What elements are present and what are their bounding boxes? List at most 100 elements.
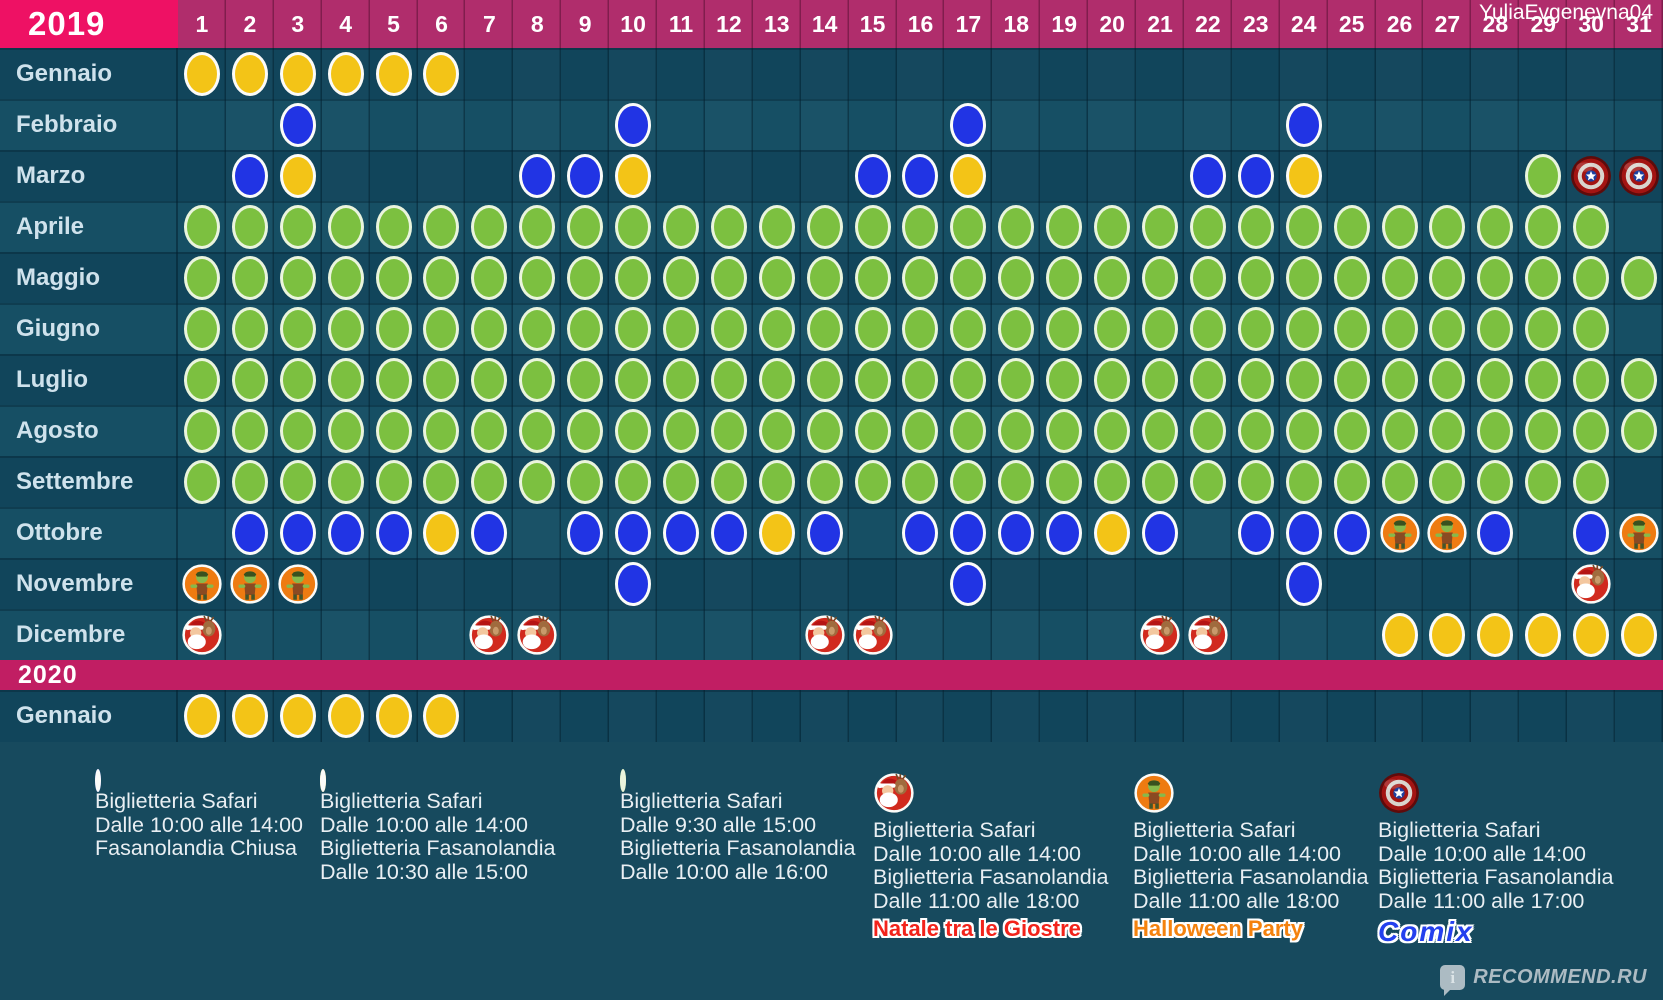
day-cell [705, 99, 753, 150]
blue-dot [615, 510, 652, 555]
day-cell [657, 99, 705, 150]
day-cell [1328, 252, 1376, 303]
day-cell [513, 150, 561, 201]
day-cell [322, 303, 370, 354]
day-cell [370, 252, 418, 303]
day-cell [1040, 690, 1088, 742]
santa-icon [516, 614, 558, 656]
comix-shield-icon [1378, 773, 1420, 818]
day-header: 19 [1040, 0, 1089, 48]
day-cell [992, 150, 1040, 201]
day-cell [944, 99, 992, 150]
day-cell [370, 354, 418, 405]
day-cell [370, 690, 418, 742]
day-cell [1376, 252, 1424, 303]
day-cell [1471, 150, 1519, 201]
day-header: 30 [1567, 0, 1616, 48]
month-label: Giugno [0, 303, 178, 354]
day-cell [513, 507, 561, 558]
day-cell [1232, 405, 1280, 456]
legend-item-halloween: Biglietteria Safari Dalle 10:00 alle 14:0… [1133, 772, 1368, 942]
day-cell [1328, 609, 1376, 660]
green-dot [806, 357, 843, 402]
green-dot [1477, 255, 1514, 300]
day-cell [1088, 201, 1136, 252]
day-cell [226, 252, 274, 303]
day-cell [849, 507, 897, 558]
day-cell [370, 48, 418, 99]
day-cell [465, 201, 513, 252]
santa-icon [468, 614, 510, 656]
month-row-febbraio-2019: Febbraio [0, 99, 1663, 150]
day-cell [1088, 609, 1136, 660]
day-cell [226, 354, 274, 405]
day-cell [370, 150, 418, 201]
halloween-party-icon [181, 563, 223, 605]
day-cell [1184, 507, 1232, 558]
day-cell [1615, 609, 1663, 660]
day-cell [849, 690, 897, 742]
day-cell [370, 507, 418, 558]
green-dot [183, 306, 220, 351]
green-dot [902, 459, 939, 504]
month-label: Ottobre [0, 507, 178, 558]
green-dot [998, 357, 1035, 402]
watermark-username: YuliaEvgenevna04 [1479, 1, 1653, 24]
legend-line: Biglietteria Fasanolandia [1378, 865, 1614, 889]
day-cell [1423, 456, 1471, 507]
day-cell [1519, 354, 1567, 405]
day-cell [1088, 354, 1136, 405]
green-dot [471, 459, 508, 504]
day-cell [1280, 303, 1328, 354]
santa-icon [181, 614, 223, 656]
green-dot [998, 255, 1035, 300]
blue-dot [950, 561, 987, 606]
day-cell [178, 150, 226, 201]
day-cell [561, 150, 609, 201]
green-dot [567, 255, 604, 300]
day-cell [1136, 252, 1184, 303]
day-cell [1184, 405, 1232, 456]
day-cell [274, 558, 322, 609]
day-cell [992, 303, 1040, 354]
day-cell [1376, 354, 1424, 405]
green-dot [998, 408, 1035, 453]
day-cell [1376, 690, 1424, 742]
day-cell [944, 150, 992, 201]
green-dot [1142, 459, 1178, 504]
legend-line: Dalle 10:00 alle 14:00 [873, 841, 1081, 866]
day-cell [274, 303, 322, 354]
day-cell [657, 252, 705, 303]
green-dot [854, 255, 891, 300]
day-cell [1423, 150, 1471, 201]
month-row-gennaio-2019: Gennaio [0, 48, 1663, 99]
year-band-2020: 2020 [0, 660, 1663, 690]
green-dot [1046, 408, 1083, 453]
day-cell [561, 690, 609, 742]
day-cell [1423, 354, 1471, 405]
month-label: Febbraio [0, 99, 178, 150]
day-cell [178, 405, 226, 456]
day-cell [1615, 48, 1663, 99]
day-cell [944, 690, 992, 742]
day-cell [1184, 609, 1232, 660]
day-cell [609, 507, 657, 558]
green-dot [567, 357, 604, 402]
day-cell [1471, 201, 1519, 252]
green-dot [327, 459, 364, 504]
blue-dot [710, 510, 747, 555]
day-cell [322, 558, 370, 609]
legend-line: Biglietteria Safari [320, 789, 483, 813]
green-dot [567, 459, 604, 504]
green-dot [950, 459, 987, 504]
day-cell [370, 303, 418, 354]
santa-icon [1139, 614, 1181, 656]
day-cell [1615, 456, 1663, 507]
day-cell [992, 609, 1040, 660]
green-dot [423, 306, 460, 351]
day-cell [513, 48, 561, 99]
legend-line: Biglietteria Safari [620, 789, 783, 813]
day-cell [897, 252, 945, 303]
green-dot [1046, 459, 1083, 504]
day-cell [1567, 456, 1615, 507]
